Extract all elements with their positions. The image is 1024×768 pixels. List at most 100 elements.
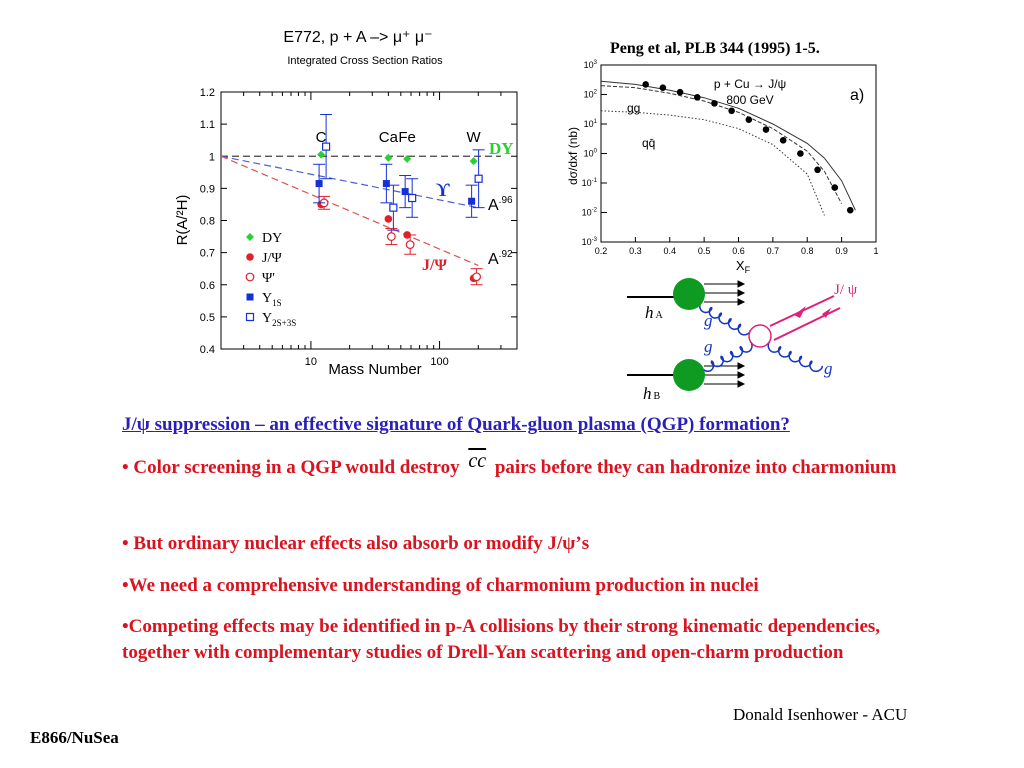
gluon-b (700, 341, 753, 373)
bullet-comprehensive: •We need a comprehensive understanding o… (122, 575, 759, 596)
jpsi-annotation: J/Ψ (422, 257, 447, 274)
x-axis-label: Mass Number (328, 361, 421, 378)
y-tick-label: 0.8 (200, 216, 215, 228)
jpsi-label: J/ ψ (834, 282, 858, 298)
data-point (389, 203, 398, 212)
x-tick-label: 100 (430, 356, 448, 368)
data-point (676, 88, 684, 96)
plot-frame (600, 64, 877, 243)
y-tick-label: 101 (584, 119, 598, 129)
headline: J/ψ suppression – an effective signature… (122, 414, 790, 436)
nucleus-label: Fe (398, 129, 416, 146)
upsilon-annotation: ϒ (436, 180, 450, 201)
guide-label-a96: A.96 (488, 195, 513, 214)
x-tick-label: 0.9 (835, 246, 848, 256)
legend-marker (246, 253, 254, 261)
legend-marker (245, 312, 255, 322)
headline-rest: suppression – an effective signature of … (154, 414, 790, 435)
data-point (408, 193, 417, 203)
chart-subtitle: Integrated Cross Section Ratios (287, 55, 443, 67)
hadron-b-blob (673, 359, 705, 391)
legend-label: Υ2S+3S (262, 311, 296, 328)
y-tick-label: 100 (584, 149, 598, 159)
data-point (728, 107, 735, 115)
data-point (797, 150, 804, 157)
x-tick-label: 1 (873, 246, 878, 256)
data-point (468, 197, 476, 205)
data-point (711, 100, 718, 107)
data-point (469, 157, 478, 166)
data-point (779, 137, 787, 144)
data-point (321, 142, 331, 151)
chart-title: p + Cu → J/ψ (714, 77, 786, 91)
x-tick-label: 0.3 (629, 246, 642, 256)
legend-label: Υ1S (262, 291, 282, 308)
y-tick-label: 10-3 (582, 237, 598, 247)
hadron-a-blob (673, 278, 705, 310)
e772-ratio-chart: E772, p + A –> μ⁺ μ⁻ Integrated Cross Se… (174, 29, 518, 378)
data-point (384, 215, 393, 223)
footer-label: E866/NuSea (30, 728, 119, 747)
data-point (814, 166, 821, 174)
y-axis-label: dσ/dxf (nb) (566, 127, 580, 185)
nucleus-label: W (467, 129, 482, 146)
chart-subtitle: 800 GeV (726, 93, 773, 107)
y-tick-label: 0.7 (200, 248, 215, 260)
legend-label: Ψ' (262, 271, 275, 286)
y-tick-label: 0.5 (200, 312, 215, 324)
y-tick-label: 0.4 (200, 344, 215, 356)
nucleus-label: Ca (379, 129, 399, 146)
data-point (474, 174, 483, 183)
vertex-blob (748, 324, 772, 348)
legend-marker (246, 293, 254, 301)
y-tick-label: 10-2 (582, 208, 598, 218)
y-tick-label: 102 (584, 90, 598, 100)
legend-marker (245, 272, 255, 282)
data-point (659, 84, 667, 92)
x-tick-label: 0.2 (595, 246, 608, 256)
x-tick-label: 0.8 (801, 246, 814, 256)
curve-solid (600, 80, 856, 211)
data-point (405, 240, 415, 249)
x-tick-label: 0.5 (698, 246, 711, 256)
gg-curve-label: gg (627, 101, 640, 115)
x-tick-label: 0.7 (767, 246, 780, 256)
bullet-nuclear-effects: • But ordinary nuclear effects also abso… (122, 533, 590, 554)
gluon-a (699, 301, 751, 336)
y-tick-label: 103 (584, 60, 598, 70)
y-axis-label: R(A/²H) (174, 195, 191, 246)
legend-label: J/Ψ (262, 251, 282, 266)
xf-distribution-chart: 0.2 0.3 0.4 0.5 0.6 0.7 0.8 0.9 1 103 102 101 100 10-… (566, 60, 879, 275)
headline-lead: J/ψ (122, 414, 155, 435)
gluon-out (767, 341, 824, 373)
data-point (386, 232, 396, 241)
outgoing-partons-a (704, 280, 746, 306)
charm-pair-lines (769, 295, 841, 341)
bullet-color-screening: • Color screening in a QGP would destroy… (122, 450, 897, 478)
data-point (693, 94, 701, 101)
x-tick-label: 0.4 (663, 246, 676, 256)
data-point (317, 150, 326, 159)
gluon-label-a: g (704, 311, 713, 330)
data-point (403, 154, 412, 163)
guide-label-a92: A.92 (488, 249, 513, 268)
chart-title: E772, p + A –> μ⁺ μ⁻ (283, 29, 432, 46)
data-point (831, 184, 839, 191)
data-point (846, 206, 854, 214)
cc-symbol: cc (468, 450, 487, 472)
data-point (642, 81, 649, 88)
y-tick-label: 10-1 (582, 178, 598, 188)
gluon-label-out: g (824, 359, 833, 378)
y-tick-label: 0.6 (200, 280, 215, 292)
nucleus-label: C (316, 129, 327, 146)
y-tick-label: 1.1 (200, 119, 215, 131)
data-point (472, 272, 482, 282)
y-tick-label: 0.9 (200, 183, 215, 195)
data-point (762, 126, 770, 133)
outgoing-partons-b (704, 362, 746, 388)
panel-label: a) (850, 87, 864, 104)
data-point (384, 153, 393, 162)
x-tick-label: 0.6 (732, 246, 745, 256)
y-tick-label: 1.2 (200, 87, 215, 99)
